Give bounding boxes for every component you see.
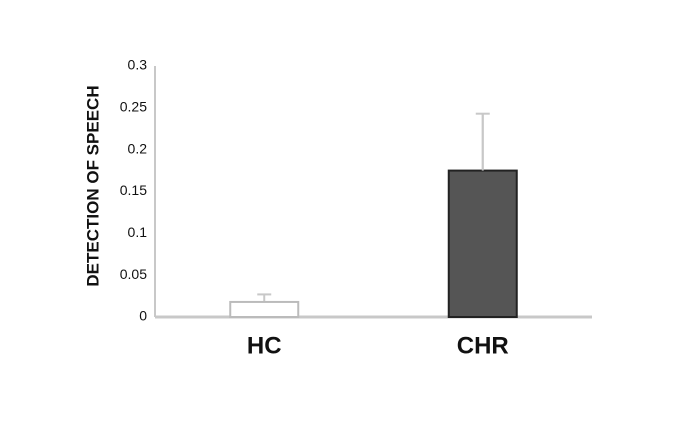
x-tick-label: CHR [457,332,509,359]
y-tick-label: 0.2 [128,140,148,156]
y-tick-label: 0 [139,308,147,324]
y-axis-label: DETECTION OF SPEECH [83,85,102,286]
y-tick-label: 0.1 [128,224,148,240]
bar [447,169,518,318]
bar [229,300,300,319]
y-tick-label: 0.15 [120,182,147,198]
y-tick-label: 0.3 [128,57,148,73]
y-tick-label: 0.25 [120,99,147,115]
y-tick-label: 0.05 [120,266,147,282]
x-tick-label: HC [247,332,282,359]
